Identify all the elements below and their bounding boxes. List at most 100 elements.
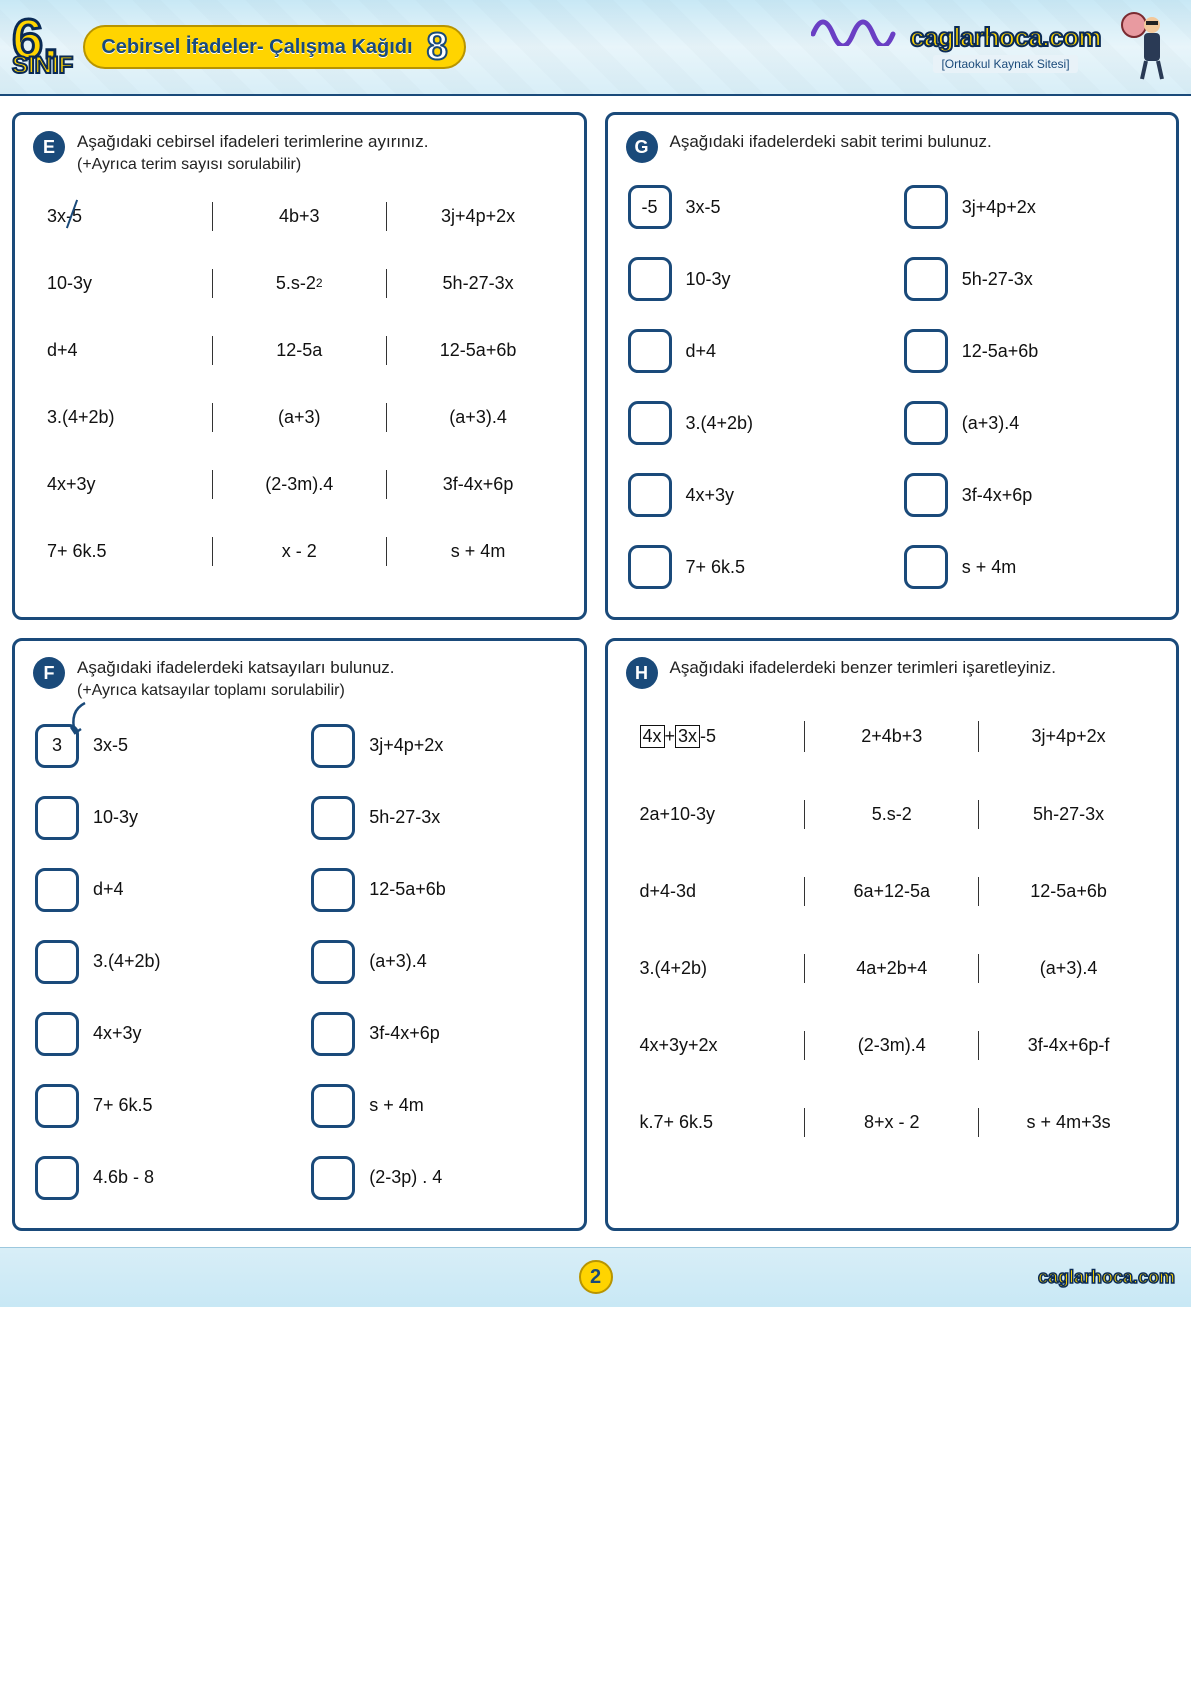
expression-label: 10-3y (686, 269, 731, 290)
panel-F-badge: F (33, 657, 65, 689)
answer-box[interactable] (628, 473, 672, 517)
panel-H-grid: 4x+3x -52+4b+33j+4p+2x2a+10-3y5.s-25h-27… (626, 705, 1159, 1141)
expression-label: (2-3p) . 4 (369, 1167, 442, 1188)
expression-cell: 4a+2b+4 (804, 954, 979, 983)
panel-F-grid: 33x-53j+4p+2x10-3y5h-27-3xd+412-5a+6b3.(… (33, 718, 566, 1206)
expression-label: 4.6b - 8 (93, 1167, 154, 1188)
answer-box[interactable] (35, 868, 79, 912)
answer-box[interactable] (904, 257, 948, 301)
answer-row: 5h-27-3x (904, 257, 1156, 301)
expression-cell: (2-3m).4 (212, 470, 387, 499)
answer-box[interactable] (35, 1084, 79, 1128)
mascot-icon (1109, 7, 1179, 87)
panel-E-header: E Aşağıdaki cebirsel ifadeleri terimleri… (33, 131, 566, 176)
answer-box[interactable] (311, 796, 355, 840)
answer-box[interactable] (904, 473, 948, 517)
expression-cell: x - 2 (212, 537, 387, 566)
expression-cell: k.7+ 6k.5 (630, 1108, 805, 1137)
answer-box[interactable] (311, 1084, 355, 1128)
expression-label: 3x-5 (686, 197, 721, 218)
answer-box[interactable] (35, 940, 79, 984)
expression-label: 4x+3y (93, 1023, 142, 1044)
expression-label: 3.(4+2b) (686, 413, 754, 434)
answer-row: 12-5a+6b (904, 329, 1156, 373)
panel-E: E Aşağıdaki cebirsel ifadeleri terimleri… (12, 112, 587, 620)
expression-cell: 5h-27-3x (979, 800, 1154, 829)
answer-box[interactable] (35, 1156, 79, 1200)
answer-row: d+4 (35, 868, 287, 912)
expression-cell: 4b+3 (212, 202, 387, 231)
answer-row: (2-3p) . 4 (311, 1156, 563, 1200)
answer-row: 7+ 6k.5 (35, 1084, 287, 1128)
expression-cell: 2a+10-3y (630, 800, 805, 829)
expression-cell: 4x+3y (37, 470, 212, 499)
answer-box[interactable] (311, 1012, 355, 1056)
worksheet-title: Cebirsel İfadeler- Çalışma Kağıdı (101, 36, 412, 59)
expression-cell: (a+3).4 (979, 954, 1154, 983)
page-header: 6. SINIF Cebirsel İfadeler- Çalışma Kağı… (0, 0, 1191, 96)
expression-cell: 4x+3x -5 (630, 721, 805, 752)
expression-label: s + 4m (369, 1095, 424, 1116)
panel-F-instruction-text: Aşağıdaki ifadelerdeki katsayıları bulun… (77, 658, 395, 677)
expression-cell: 12-5a+6b (387, 336, 562, 365)
answer-row: 5h-27-3x (311, 796, 563, 840)
expression-cell: 5.s-22 (212, 269, 387, 298)
expression-label: s + 4m (962, 557, 1017, 578)
answer-box[interactable] (904, 401, 948, 445)
expression-cell: 12-5a+6b (979, 877, 1154, 906)
worksheet-number: 8 (427, 26, 448, 69)
answer-row: 3f-4x+6p (904, 473, 1156, 517)
expression-cell: (a+3).4 (387, 403, 562, 432)
answer-box[interactable] (628, 257, 672, 301)
answer-box[interactable] (628, 545, 672, 589)
answer-box[interactable]: -5 (628, 185, 672, 229)
answer-box[interactable] (35, 796, 79, 840)
panel-F-instruction: Aşağıdaki ifadelerdeki katsayıları bulun… (77, 657, 395, 702)
panel-E-grid: 3x-54b+33j+4p+2x10-3y5.s-225h-27-3xd+412… (33, 192, 566, 570)
expression-cell: 3j+4p+2x (979, 721, 1154, 752)
panel-G: G Aşağıdaki ifadelerdeki sabit terimi bu… (605, 112, 1180, 620)
expression-label: (a+3).4 (369, 951, 427, 972)
expression-cell: s + 4m (387, 537, 562, 566)
expression-label: 3f-4x+6p (369, 1023, 440, 1044)
panel-H-instruction-text: Aşağıdaki ifadelerdeki benzer terimleri … (670, 658, 1056, 677)
expression-cell: 3f-4x+6p (387, 470, 562, 499)
answer-box[interactable] (311, 1156, 355, 1200)
answer-row: 4x+3y (628, 473, 880, 517)
expression-cell: (a+3) (212, 403, 387, 432)
expression-label: 3.(4+2b) (93, 951, 161, 972)
grade-label: SINIF (12, 58, 73, 75)
panel-H-header: H Aşağıdaki ifadelerdeki benzer terimler… (626, 657, 1159, 689)
answer-box[interactable] (628, 329, 672, 373)
answer-box[interactable] (904, 185, 948, 229)
brand-logo: caglarhoca.com (910, 22, 1101, 53)
answer-row: (a+3).4 (904, 401, 1156, 445)
expression-cell: 3.(4+2b) (37, 403, 212, 432)
answer-box[interactable] (904, 545, 948, 589)
expression-label: 7+ 6k.5 (93, 1095, 153, 1116)
answer-box[interactable] (311, 868, 355, 912)
answer-box[interactable] (311, 724, 355, 768)
expression-cell: 12-5a (212, 336, 387, 365)
page-number-badge: 2 (579, 1260, 613, 1294)
page-body: E Aşağıdaki cebirsel ifadeleri terimleri… (0, 96, 1191, 1247)
answer-box[interactable] (904, 329, 948, 373)
panel-G-badge: G (626, 131, 658, 163)
expression-cell: 4x+3y+2x (630, 1031, 805, 1060)
expression-cell: 3f-4x+6p-f (979, 1031, 1154, 1060)
expression-label: 3j+4p+2x (369, 735, 443, 756)
footer-brand: caglarhoca.com (1038, 1267, 1175, 1288)
answer-row: 4x+3y (35, 1012, 287, 1056)
answer-row: d+4 (628, 329, 880, 373)
expression-cell: d+4-3d (630, 877, 805, 906)
expression-label: 10-3y (93, 807, 138, 828)
answer-box[interactable] (628, 401, 672, 445)
panel-E-badge: E (33, 131, 65, 163)
panel-F-header: F Aşağıdaki ifadelerdeki katsayıları bul… (33, 657, 566, 702)
expression-cell: 3x-5 (37, 202, 212, 231)
panel-H: H Aşağıdaki ifadelerdeki benzer terimler… (605, 638, 1180, 1231)
expression-cell: 2+4b+3 (804, 721, 979, 752)
answer-box[interactable] (35, 1012, 79, 1056)
answer-row: s + 4m (904, 545, 1156, 589)
answer-box[interactable] (311, 940, 355, 984)
